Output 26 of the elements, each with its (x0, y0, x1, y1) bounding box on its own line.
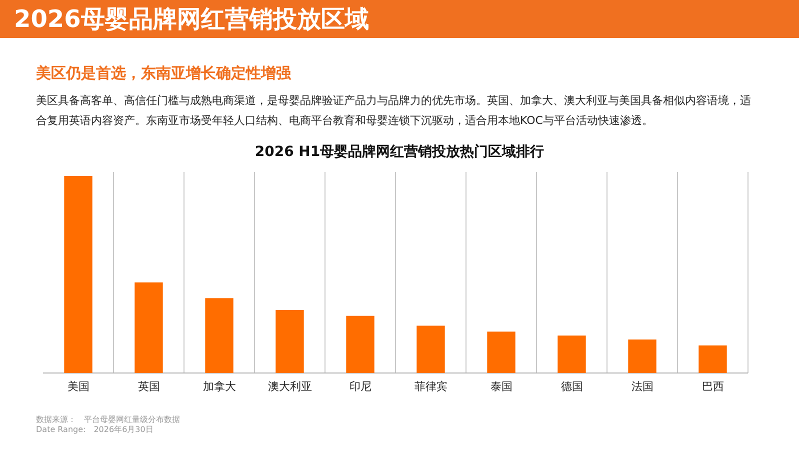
text: 美区具备高客单、高信任门槛与成熟电商渠道，是母婴品牌验证产品力与品牌力的优先市场。英国、加拿大、澳大利亚与美国具备相似内容语境，适合复用英语内容资产。东南亚市场受年轻人口结构、电商平台教育和母婴连锁下沉驱动，适合用本地KOC与平台活动快速渗透。 (36, 93, 752, 129)
bar (487, 332, 516, 373)
x-tick-label: 澳大利亚 (268, 380, 312, 393)
bar (558, 336, 586, 373)
x-tick-label: 印尼 (349, 380, 372, 393)
x-tick-label: 泰国 (490, 380, 512, 393)
bar (346, 316, 374, 373)
bar (416, 326, 445, 373)
bar (698, 345, 727, 373)
bar (276, 310, 304, 373)
x-tick-label: 加拿大 (202, 380, 236, 393)
chart-title: 2026母婴品牌网红营销投放区域 (14, 4, 369, 35)
text: 2026 H1母婴品牌网红营销投放热门区域排行 (254, 143, 546, 161)
x-tick-label: 菲律宾 (414, 380, 448, 393)
bar (134, 282, 163, 373)
source-note: 数据来源： 平台母婴网红量级分布数据 (36, 414, 180, 425)
x-tick-label: 巴西 (702, 380, 724, 393)
bar (628, 340, 656, 373)
bar (205, 298, 234, 373)
x-tick-label: 英国 (138, 380, 160, 393)
text: Date Range: 2026年6月30日 (36, 424, 154, 435)
chart-subtitle: 美区仍是首选，东南亚增长确定性增强 (36, 64, 291, 83)
x-tick-label: 法国 (631, 380, 654, 393)
x-tick-label: 德国 (560, 380, 583, 393)
x-tick-label: 美国 (67, 380, 90, 393)
bar (64, 176, 92, 373)
